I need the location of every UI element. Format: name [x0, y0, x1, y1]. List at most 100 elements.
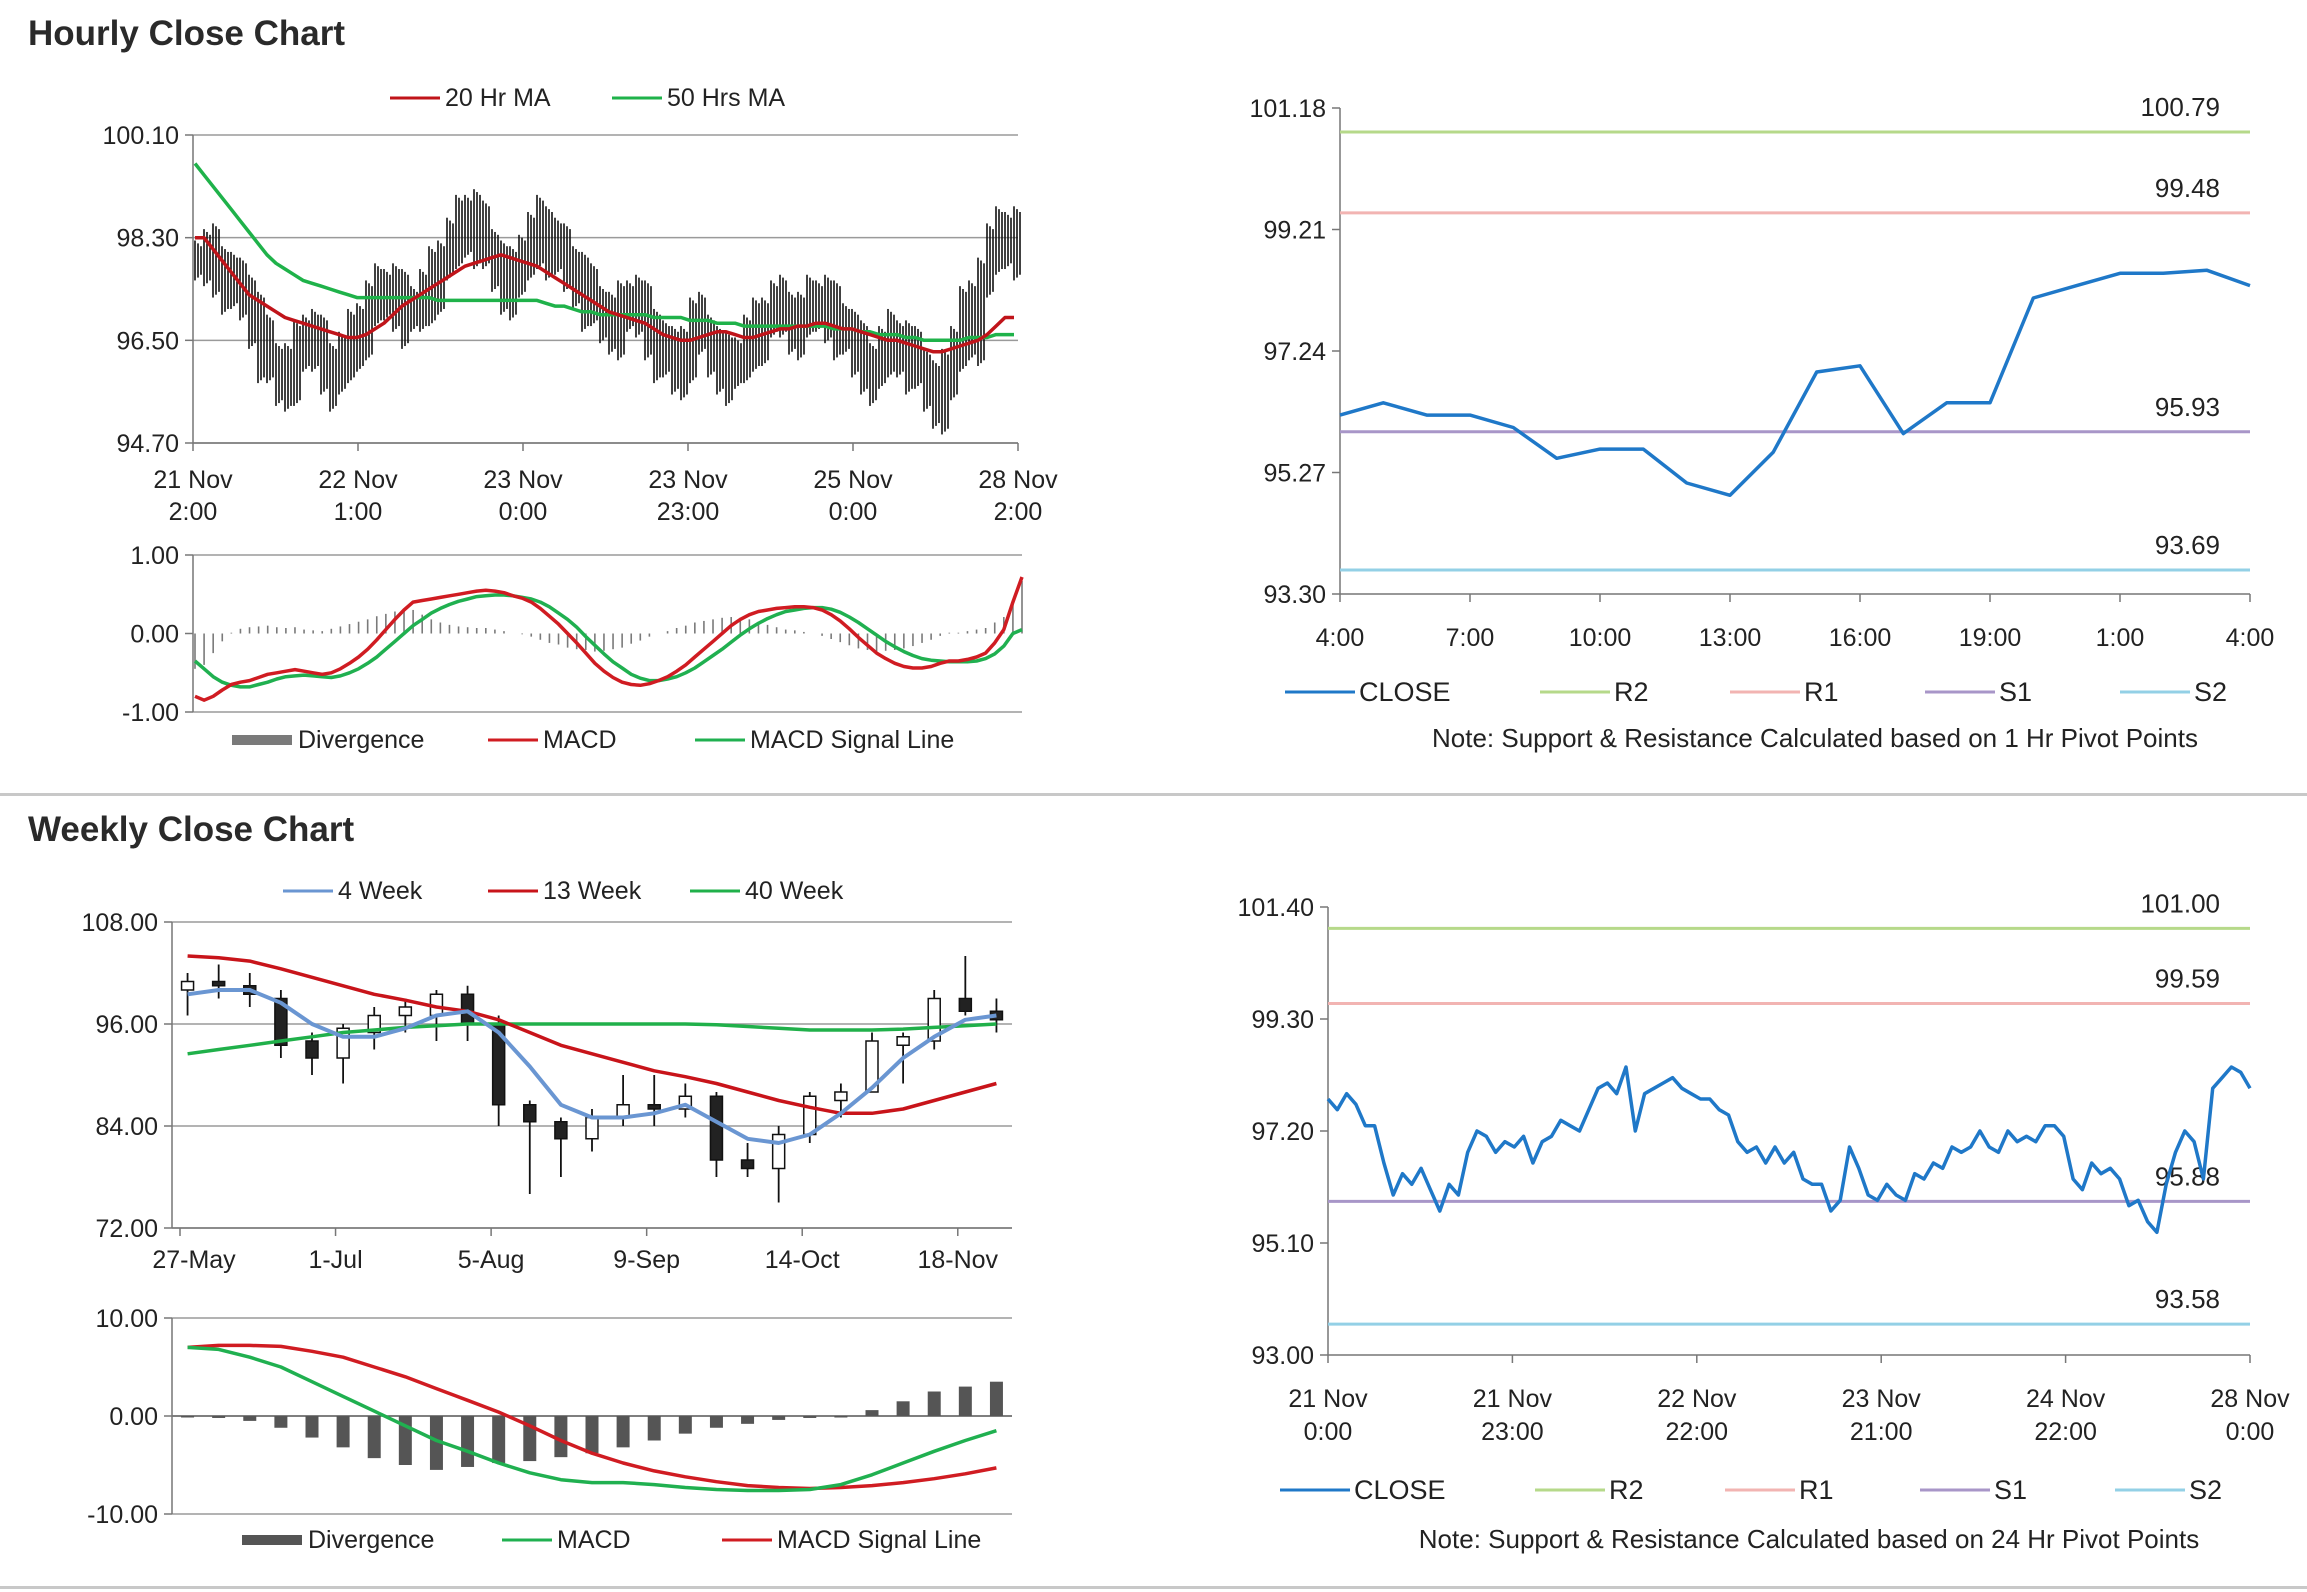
hourly-price-x-tick-label: 23:00	[657, 498, 720, 526]
pivot5-y-tick-label: 95.10	[1251, 1230, 1314, 1258]
weekly-divergence-bar	[461, 1416, 475, 1467]
pivot2-legend-r1-label: R1	[1804, 677, 1839, 707]
weekly-price-y-tick-label: 108.00	[82, 909, 158, 937]
pivot2-x-tick-label: 16:00	[1829, 624, 1892, 652]
weekly-price-y-tick-label: 72.00	[95, 1215, 158, 1243]
pivot2-y-tick-label: 97.24	[1263, 338, 1326, 366]
section-divider	[0, 793, 2307, 796]
hourly-macd-line	[194, 576, 1024, 702]
weekly-divergence-bar	[616, 1416, 630, 1448]
legend-40-week-label: 40 Week	[745, 877, 844, 905]
hourly-price-x-tick-label: 0:00	[499, 498, 548, 526]
weekly-divergence-bar	[927, 1391, 941, 1416]
weekly-candle-body	[647, 1104, 661, 1110]
legend-hourly-macd-signal-label: MACD Signal Line	[750, 726, 954, 754]
weekly-divergence-bar	[958, 1386, 972, 1416]
hourly-price-x-tick-label: 1:00	[334, 498, 383, 526]
pivot5-level-label-r1: 99.59	[2155, 964, 2220, 994]
weekly-candle-body	[803, 1095, 817, 1136]
weekly-candle-body	[523, 1104, 537, 1123]
pivot5-x-tick-label: 21:00	[1850, 1418, 1913, 1446]
section-title-hourly: Hourly Close Chart	[28, 14, 345, 53]
section-title-weekly: Weekly Close Chart	[28, 810, 355, 849]
pivot5-x-tick-label: 21 Nov	[1288, 1385, 1368, 1413]
pivot2-x-tick-label: 7:00	[1446, 624, 1495, 652]
hourly-price-y-tick-label: 94.70	[116, 430, 179, 458]
weekly-price-x-tick-label: 5-Aug	[458, 1246, 525, 1274]
pivot5-y-tick-label: 93.00	[1251, 1342, 1314, 1370]
weekly-divergence-bar	[709, 1416, 723, 1428]
pivot2-level-label-r1: 99.48	[2155, 173, 2220, 203]
pivot5-x-tick-label: 22 Nov	[1657, 1385, 1737, 1413]
bottom-divider	[0, 1586, 2307, 1589]
hourly-macd-signal-line	[193, 593, 1023, 689]
pivot2-y-tick-label: 93.30	[1263, 581, 1326, 609]
pivot5-legend-r1-label: R1	[1799, 1475, 1834, 1505]
pivot5-level-label-r2: 101.00	[2140, 888, 2220, 918]
pivot2-level-label-r2: 100.79	[2140, 92, 2220, 122]
hourly-macd-y-tick-label: 0.00	[130, 621, 179, 649]
weekly-price-x-tick-label: 27-May	[152, 1246, 236, 1274]
weekly-13wk-line	[187, 954, 997, 1116]
weekly-candle-body	[274, 997, 288, 1046]
weekly-candle-body	[709, 1095, 724, 1161]
weekly-divergence-bar	[492, 1416, 506, 1464]
pivot2-x-tick-label: 13:00	[1699, 624, 1762, 652]
weekly-price-y-tick-label: 96.00	[95, 1011, 158, 1039]
pivot5-x-tick-label: 0:00	[1304, 1418, 1353, 1446]
weekly-divergence-bar	[429, 1416, 443, 1470]
weekly-divergence-bar	[896, 1401, 910, 1416]
hourly-price-x-tick-label: 25 Nov	[813, 466, 893, 494]
weekly-candle-body	[305, 1040, 319, 1059]
pivot5-close-line	[1326, 1065, 2252, 1235]
legend-weekly-divergence-label: Divergence	[308, 1526, 434, 1554]
hourly-price-x-tick-label: 21 Nov	[153, 466, 233, 494]
pivot2-x-tick-label: 10:00	[1569, 624, 1632, 652]
weekly-candle-body	[398, 1006, 413, 1017]
hourly-price-y-tick-label: 100.10	[103, 122, 179, 150]
weekly-divergence-bar	[212, 1416, 226, 1418]
weekly-divergence-bar	[274, 1416, 288, 1428]
pivot5-x-tick-label: 23 Nov	[1842, 1385, 1922, 1413]
pivot2-y-tick-label: 99.21	[1263, 217, 1326, 245]
weekly-candle-body	[896, 1036, 910, 1046]
hourly-price-y-tick-label: 98.30	[116, 225, 179, 253]
legend-weekly-macd-label: MACD	[557, 1526, 631, 1554]
pivot5-legend-s2-label: S2	[2189, 1475, 2222, 1505]
weekly-macd-y-tick-label: 0.00	[109, 1403, 158, 1431]
pivot5-legend-close-label: CLOSE	[1354, 1475, 1446, 1505]
weekly-divergence-bar	[243, 1416, 257, 1421]
pivot2-x-tick-label: 1:00	[2096, 624, 2145, 652]
pivot5-x-tick-label: 22:00	[1666, 1418, 1729, 1446]
weekly-divergence-bar	[865, 1410, 879, 1416]
pivot5-x-tick-label: 24 Nov	[2026, 1385, 2106, 1413]
hourly-price-x-tick-label: 23 Nov	[648, 466, 728, 494]
hourly-price-x-tick-label: 0:00	[829, 498, 878, 526]
pivot2-legend-r2-label: R2	[1614, 677, 1649, 707]
weekly-divergence-bar	[803, 1416, 817, 1418]
pivot2-x-tick-label: 4:00	[1316, 624, 1365, 652]
pivot5-x-tick-label: 22:00	[2034, 1418, 2097, 1446]
pivot5-level-label-s2: 93.58	[2155, 1284, 2220, 1314]
hourly-ma50-line	[193, 162, 1014, 343]
weekly-candle-body	[865, 1040, 879, 1093]
pivot5-x-tick-label: 0:00	[2226, 1418, 2275, 1446]
weekly-divergence-bar	[989, 1381, 1003, 1416]
weekly-candle-body	[740, 1159, 755, 1170]
pivot5-legend-s1-label: S1	[1994, 1475, 2027, 1505]
pivot2-close-line	[1339, 268, 2251, 498]
pivot5-y-tick-label: 97.20	[1251, 1118, 1314, 1146]
weekly-candle-body	[834, 1091, 848, 1102]
weekly-40wk-line	[187, 1022, 997, 1056]
pivot2-legend-s1-label: S1	[1999, 677, 2032, 707]
legend-20hr-ma-label: 20 Hr MA	[445, 84, 551, 112]
hourly-macd-y-tick-label: 1.00	[130, 542, 179, 570]
pivot2-legend-s2-label: S2	[2194, 677, 2227, 707]
hourly-macd-y-tick-label: -1.00	[122, 699, 179, 727]
pivot5-legend-r2-label: R2	[1609, 1475, 1644, 1505]
weekly-divergence-bars	[181, 1381, 1003, 1470]
weekly-candle-body	[211, 980, 226, 987]
pivot5-x-tick-label: 28 Nov	[2210, 1385, 2290, 1413]
hourly-ma20-line	[195, 235, 1014, 354]
pivot5-y-tick-label: 101.40	[1238, 894, 1314, 922]
